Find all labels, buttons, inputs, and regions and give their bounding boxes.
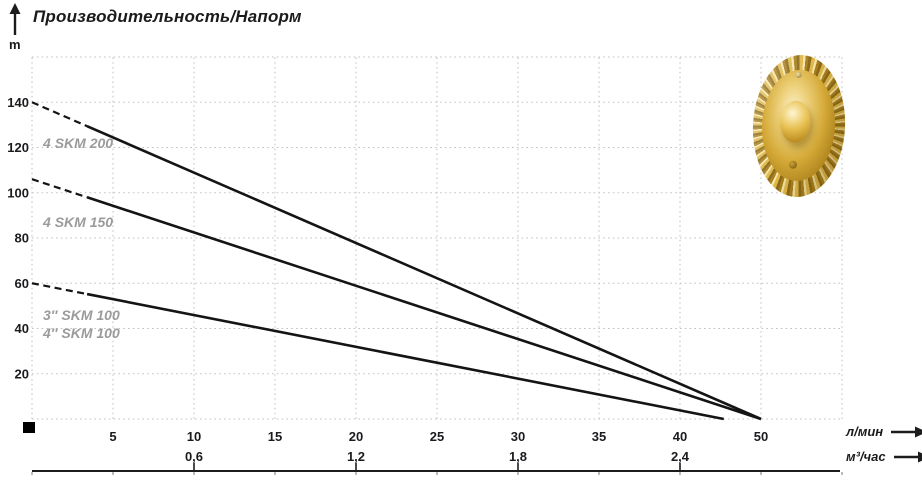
page-title: Производительность/Напорм xyxy=(33,7,302,26)
x-tick-label: 40 xyxy=(673,429,687,444)
x-axis-arrow-icon xyxy=(891,426,922,437)
pump-curve xyxy=(86,292,724,421)
x-tick-label: 50 xyxy=(754,429,768,444)
y-axis-unit-label: m xyxy=(9,37,21,52)
curve-label: 3″ SKM 100 xyxy=(43,307,120,323)
x-axis-unit-row: л/мин xyxy=(846,424,922,439)
y-axis-arrow-icon xyxy=(9,3,21,35)
y-tick-label: 140 xyxy=(7,95,29,110)
x-tick-label: 5 xyxy=(109,429,116,444)
x-axis-unit-label: л/мин xyxy=(846,424,884,439)
secondary-tick-label: 1,8 xyxy=(509,449,527,464)
secondary-tick-label: 0,6 xyxy=(185,449,203,464)
pump-curve xyxy=(86,196,762,421)
y-tick-label: 80 xyxy=(15,231,29,246)
x-tick-label: 25 xyxy=(430,429,444,444)
pump-curve xyxy=(86,124,762,421)
secondary-tick-label: 1,2 xyxy=(347,449,365,464)
pump-curve-dashed-segment xyxy=(31,282,88,296)
pump-curve-dashed-segment xyxy=(31,101,88,128)
y-tick-label: 60 xyxy=(15,276,29,291)
x-tick-label: 35 xyxy=(592,429,606,444)
x-tick-label: 20 xyxy=(349,429,363,444)
secondary-axis-arrow-icon xyxy=(893,451,922,462)
pump-curve-dashed-segment xyxy=(31,178,88,199)
impeller-image xyxy=(749,52,849,200)
secondary-axis-unit-label: м³/час xyxy=(846,449,886,464)
y-tick-label: 100 xyxy=(7,185,29,200)
curve-label: 4 SKM 150 xyxy=(42,214,113,230)
x-tick-label: 30 xyxy=(511,429,525,444)
y-tick-label: 20 xyxy=(15,366,29,381)
x-tick-label: 15 xyxy=(268,429,282,444)
secondary-tick-label: 2,4 xyxy=(671,449,690,464)
curve-label: 4″ SKM 100 xyxy=(42,325,120,341)
y-tick-label: 40 xyxy=(15,321,29,336)
y-tick-label: 120 xyxy=(7,140,29,155)
curve-label: 4 SKM 200 xyxy=(42,135,113,151)
x-tick-label: 10 xyxy=(187,429,201,444)
secondary-axis-unit-row: м³/час xyxy=(846,449,922,464)
origin-marker xyxy=(23,422,35,433)
